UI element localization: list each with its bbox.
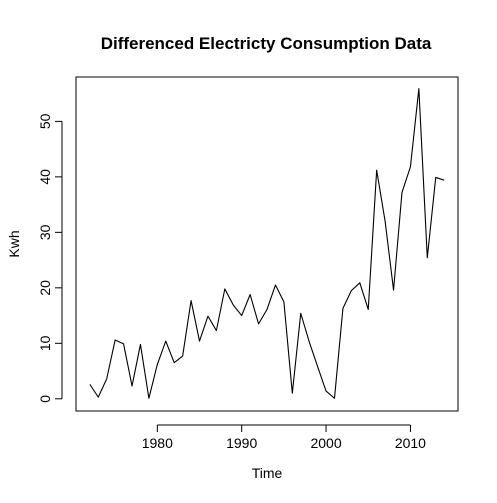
y-axis: 0 10 20 30 40 50 [37,113,63,403]
series-line [89,88,445,399]
chart-title: Differenced Electricty Consumption Data [101,34,432,53]
x-tick-label: 1990 [226,435,257,451]
y-tick-label: 10 [37,335,53,351]
y-tick-label: 0 [37,395,53,403]
y-axis-label: Kwh [6,230,22,257]
y-tick-label: 30 [37,224,53,240]
y-tick-label: 50 [37,113,53,129]
y-tick-label: 40 [37,169,53,185]
x-axis-label: Time [252,465,283,481]
y-tick-label: 20 [37,280,53,296]
x-tick-label: 1980 [142,435,173,451]
plot-frame [75,76,459,412]
x-tick-label: 2000 [310,435,341,451]
x-axis: 1980 1990 2000 2010 [142,424,426,451]
x-tick-label: 2010 [395,435,426,451]
